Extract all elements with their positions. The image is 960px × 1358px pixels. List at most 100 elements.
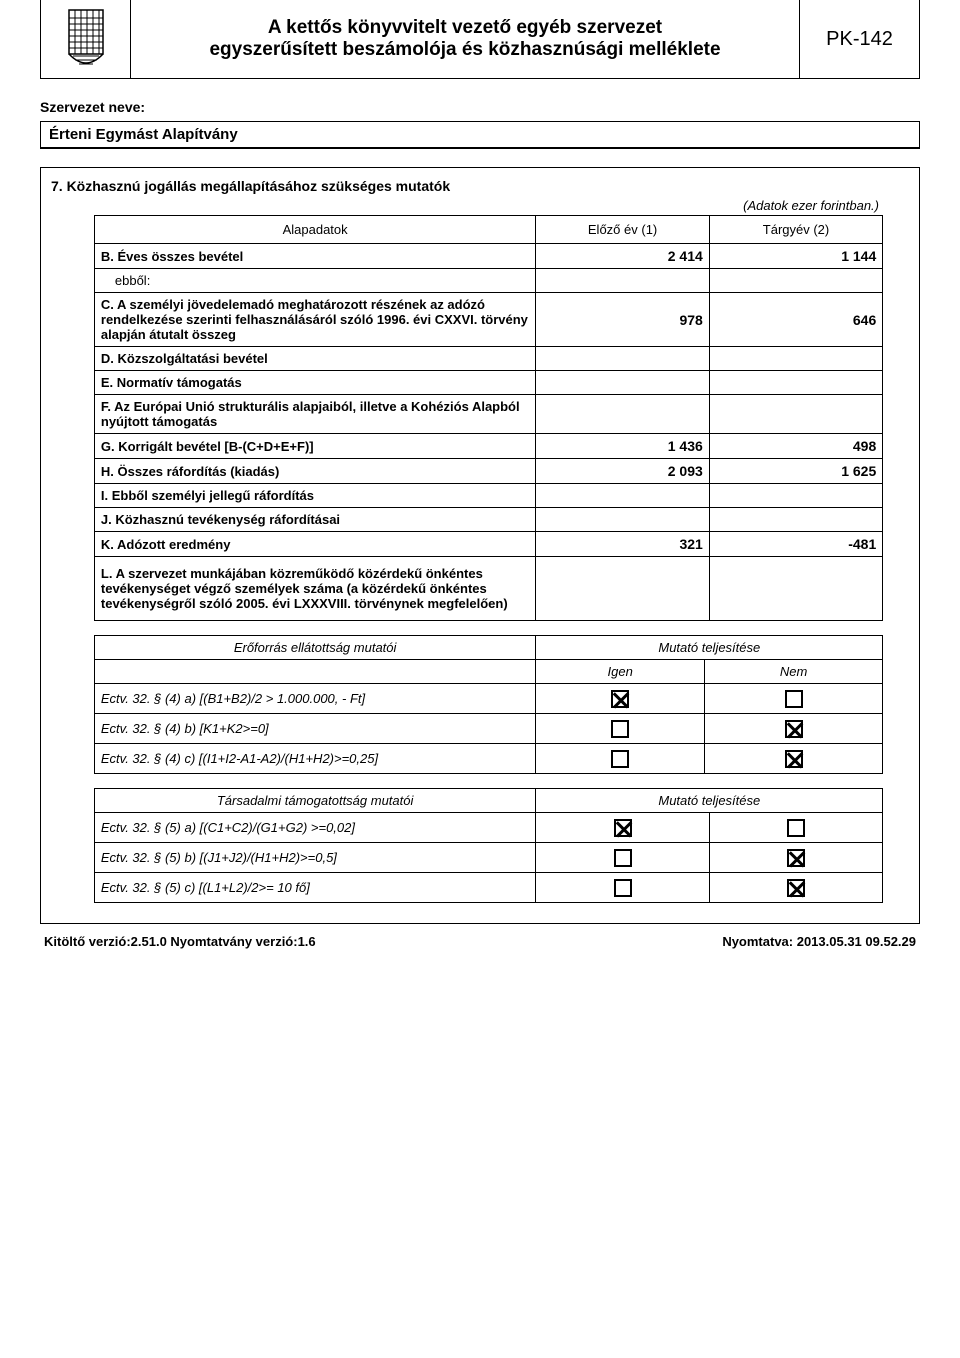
checkbox-no[interactable]	[787, 819, 805, 837]
indicator-header-row: Társadalmi támogatottság mutatói Mutató …	[94, 789, 882, 813]
checkbox-yes[interactable]	[611, 750, 629, 768]
row-label: B. Éves összes bevétel	[94, 244, 535, 269]
curr-year-value	[709, 557, 882, 621]
curr-year-value: -481	[709, 532, 882, 557]
page: A kettős könyvvitelt vezető egyéb szerve…	[0, 0, 960, 989]
curr-year-value: 498	[709, 434, 882, 459]
section-title: 7. Közhasznú jogállás megállapításához s…	[51, 178, 909, 194]
checkbox-yes[interactable]	[614, 819, 632, 837]
checkbox-no[interactable]	[787, 879, 805, 897]
checkbox-yes[interactable]	[611, 690, 629, 708]
curr-year-value	[709, 508, 882, 532]
indicator-label: Ectv. 32. § (4) b) [K1+K2>=0]	[94, 714, 535, 744]
curr-year-value: 646	[709, 293, 882, 347]
col-alapadatok: Alapadatok	[94, 216, 535, 244]
indicator-row: Ectv. 32. § (4) c) [(I1+I2-A1-A2)/(H1+H2…	[94, 744, 882, 774]
row-label: ebből:	[94, 269, 535, 293]
checkbox-no[interactable]	[785, 750, 803, 768]
checkbox-no[interactable]	[785, 690, 803, 708]
form-header: A kettős könyvvitelt vezető egyéb szerve…	[40, 0, 920, 79]
col-curr-year: Tárgyév (2)	[709, 216, 882, 244]
prev-year-value: 1 436	[536, 434, 709, 459]
table-row: L. A szervezet munkájában közreműködő kö…	[94, 557, 882, 621]
row-label: H. Összes ráfordítás (kiadás)	[94, 459, 535, 484]
row-label: C. A személyi jövedelemadó meghatározott…	[94, 293, 535, 347]
table-row: K. Adózott eredmény321-481	[94, 532, 882, 557]
curr-year-value	[709, 395, 882, 434]
prev-year-value: 978	[536, 293, 709, 347]
table-row: F. Az Európai Unió strukturális alapjaib…	[94, 395, 882, 434]
yes-header: Igen	[536, 660, 705, 684]
form-title: A kettős könyvvitelt vezető egyéb szerve…	[131, 0, 799, 78]
empty-cell	[94, 660, 535, 684]
no-cell	[709, 873, 882, 903]
curr-year-value: 1 625	[709, 459, 882, 484]
table-row: G. Korrigált bevétel [B-(C+D+E+F)]1 4364…	[94, 434, 882, 459]
resource-header: Erőforrás ellátottság mutatói	[94, 636, 535, 660]
checkbox-yes[interactable]	[614, 879, 632, 897]
org-name-label: Szervezet neve:	[40, 99, 920, 115]
page-footer: Kitöltő verzió:2.51.0 Nyomtatvány verzió…	[40, 934, 920, 949]
prev-year-value	[536, 484, 709, 508]
prev-year-value	[536, 347, 709, 371]
table-row: E. Normatív támogatás	[94, 371, 882, 395]
prev-year-value: 2 093	[536, 459, 709, 484]
prev-year-value: 321	[536, 532, 709, 557]
indicator-label: Ectv. 32. § (5) c) [(L1+L2)/2>= 10 fő]	[94, 873, 535, 903]
prev-year-value	[536, 395, 709, 434]
yes-cell	[536, 744, 705, 774]
col-prev-year: Előző év (1)	[536, 216, 709, 244]
logo-cell	[41, 0, 131, 78]
checkbox-yes[interactable]	[614, 849, 632, 867]
indicator-label: Ectv. 32. § (4) a) [(B1+B2)/2 > 1.000.00…	[94, 684, 535, 714]
resource-indicators-table: Erőforrás ellátottság mutatói Mutató tel…	[94, 635, 883, 774]
table-row: C. A személyi jövedelemadó meghatározott…	[94, 293, 882, 347]
indicator-row: Ectv. 32. § (4) a) [(B1+B2)/2 > 1.000.00…	[94, 684, 882, 714]
indicator-row: Ectv. 32. § (5) b) [(J1+J2)/(H1+H2)>=0,5…	[94, 843, 882, 873]
row-label: J. Közhasznú tevékenység ráfordításai	[94, 508, 535, 532]
social-indicators-table: Társadalmi támogatottság mutatói Mutató …	[94, 788, 883, 903]
fulfilment-header: Mutató teljesítése	[536, 789, 883, 813]
form-code: PK-142	[799, 0, 919, 78]
row-label: K. Adózott eredmény	[94, 532, 535, 557]
curr-year-value	[709, 371, 882, 395]
no-header: Nem	[705, 660, 883, 684]
table-row: ebből:	[94, 269, 882, 293]
table-header-row: Alapadatok Előző év (1) Tárgyév (2)	[94, 216, 882, 244]
table-row: I. Ebből személyi jellegű ráfordítás	[94, 484, 882, 508]
no-cell	[709, 843, 882, 873]
coat-of-arms-icon	[61, 4, 111, 74]
footer-version: Kitöltő verzió:2.51.0 Nyomtatvány verzió…	[44, 934, 316, 949]
yes-cell	[536, 843, 709, 873]
social-header: Társadalmi támogatottság mutatói	[94, 789, 535, 813]
row-label: G. Korrigált bevétel [B-(C+D+E+F)]	[94, 434, 535, 459]
no-cell	[705, 744, 883, 774]
indicator-label: Ectv. 32. § (4) c) [(I1+I2-A1-A2)/(H1+H2…	[94, 744, 535, 774]
org-name-value: Érteni Egymást Alapítvány	[40, 121, 920, 149]
fulfilment-header: Mutató teljesítése	[536, 636, 883, 660]
title-line-1: A kettős könyvvitelt vezető egyéb szerve…	[147, 17, 783, 39]
row-label: E. Normatív támogatás	[94, 371, 535, 395]
table-row: D. Közszolgáltatási bevétel	[94, 347, 882, 371]
prev-year-value	[536, 557, 709, 621]
checkbox-no[interactable]	[787, 849, 805, 867]
indicator-row: Ectv. 32. § (5) c) [(L1+L2)/2>= 10 fő]	[94, 873, 882, 903]
row-label: I. Ebből személyi jellegű ráfordítás	[94, 484, 535, 508]
indicator-header-row: Erőforrás ellátottság mutatói Mutató tel…	[94, 636, 882, 660]
section-7: 7. Közhasznú jogállás megállapításához s…	[40, 167, 920, 924]
curr-year-value: 1 144	[709, 244, 882, 269]
curr-year-value	[709, 484, 882, 508]
footer-printed: Nyomtatva: 2013.05.31 09.52.29	[722, 934, 916, 949]
table-row: B. Éves összes bevétel2 4141 144	[94, 244, 882, 269]
row-label: D. Közszolgáltatási bevétel	[94, 347, 535, 371]
checkbox-no[interactable]	[785, 720, 803, 738]
no-cell	[705, 714, 883, 744]
prev-year-value	[536, 508, 709, 532]
row-label: L. A szervezet munkájában közreműködő kö…	[94, 557, 535, 621]
yes-cell	[536, 873, 709, 903]
yes-cell	[536, 813, 709, 843]
indicator-label: Ectv. 32. § (5) a) [(C1+C2)/(G1+G2) >=0,…	[94, 813, 535, 843]
checkbox-yes[interactable]	[611, 720, 629, 738]
yes-cell	[536, 714, 705, 744]
curr-year-value	[709, 269, 882, 293]
